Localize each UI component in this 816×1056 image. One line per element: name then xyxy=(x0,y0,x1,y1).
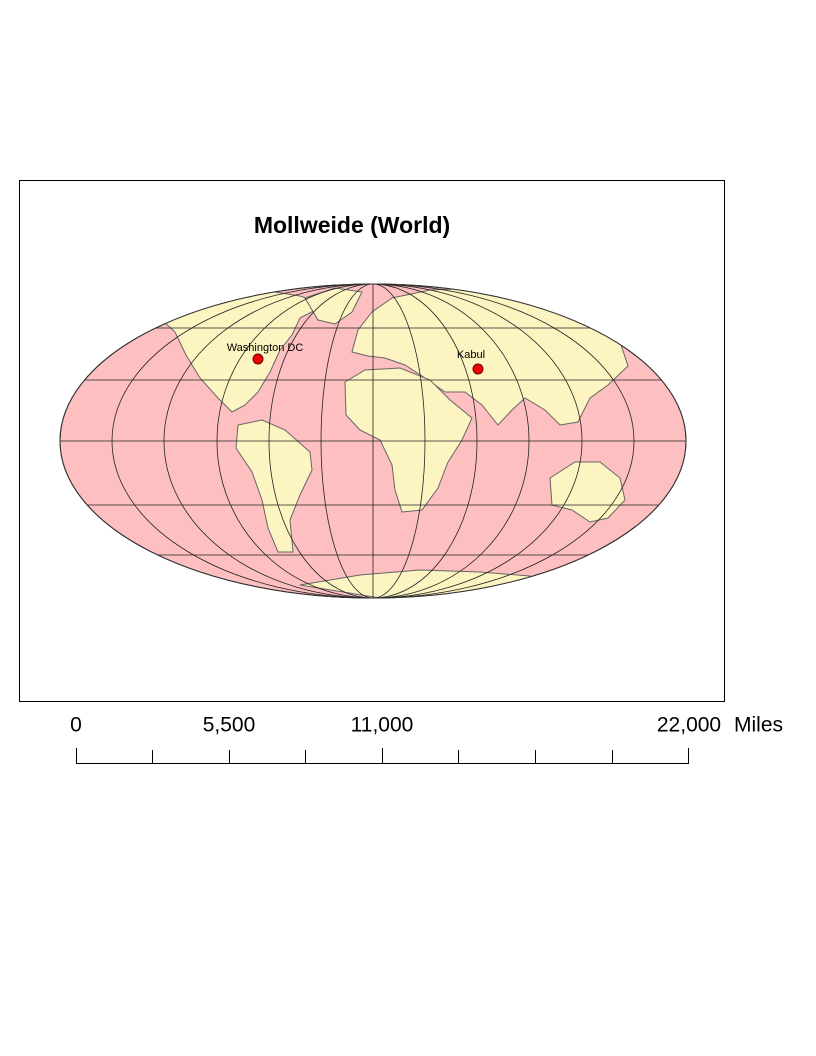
scale-unit: Miles xyxy=(734,714,783,737)
scale-label: 5,500 xyxy=(203,714,256,737)
greenland xyxy=(304,287,363,325)
scale-labels: 0 5,500 11,000 22,000 Miles xyxy=(70,714,783,737)
city-label: Kabul xyxy=(457,349,485,361)
south-america xyxy=(235,419,313,553)
north-america xyxy=(159,289,327,413)
city-label: Washington DC xyxy=(227,342,304,354)
scale-label: 0 xyxy=(70,714,82,737)
scale-label: 11,000 xyxy=(351,714,414,737)
city-marker xyxy=(252,353,264,365)
map-title: Mollweide (World) xyxy=(254,212,450,238)
city-marker xyxy=(472,363,484,375)
scale-bar xyxy=(76,748,689,764)
scale-label: 22,000 xyxy=(657,714,721,737)
globe-outline xyxy=(59,283,687,599)
